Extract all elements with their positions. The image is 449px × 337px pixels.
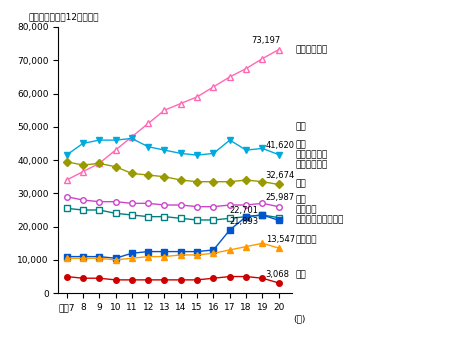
Text: 3,068: 3,068: [266, 270, 290, 279]
Text: （除情報通信機器）: （除情報通信機器）: [295, 215, 343, 224]
Text: （十億円、平成12年価格）: （十億円、平成12年価格）: [28, 12, 98, 22]
Text: 情報通信産業: 情報通信産業: [295, 45, 327, 54]
Text: 21,893: 21,893: [230, 217, 259, 226]
Text: 電気機械: 電気機械: [295, 206, 317, 214]
Text: 13,547: 13,547: [266, 235, 295, 244]
Text: 73,197: 73,197: [251, 36, 280, 45]
Text: （除電気通信: （除電気通信: [295, 151, 327, 160]
Text: 41,620: 41,620: [266, 141, 295, 150]
Text: 鉄鋼: 鉄鋼: [295, 270, 306, 279]
Text: 小売: 小売: [295, 179, 306, 188]
Text: 輸送機械: 輸送機械: [295, 236, 317, 244]
Text: 運輸: 運輸: [295, 195, 306, 205]
Text: 22,701: 22,701: [230, 206, 259, 215]
Text: 建設: 建設: [295, 141, 306, 150]
Text: 卸売: 卸売: [295, 122, 306, 131]
Text: 施設建設）: 施設建設）: [295, 160, 327, 170]
Text: 32,674: 32,674: [266, 171, 295, 180]
Text: 25,987: 25,987: [266, 193, 295, 202]
Text: (年): (年): [294, 315, 306, 324]
